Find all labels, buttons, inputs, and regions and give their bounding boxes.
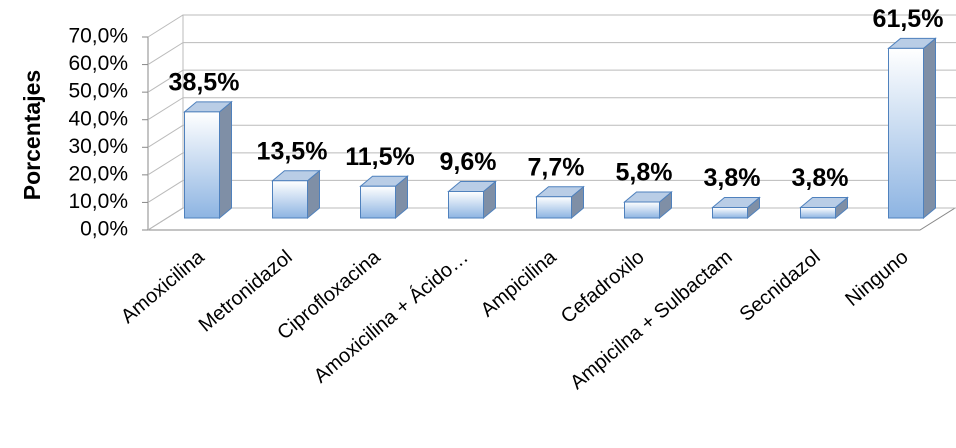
- y-tick-label: 30,0%: [68, 135, 128, 158]
- bar-face: [184, 111, 220, 219]
- bar-face: [624, 201, 660, 219]
- value-label: 7,7%: [528, 153, 585, 181]
- bar: [183, 100, 233, 220]
- grid-line: [147, 14, 956, 38]
- y-tick-label: 50,0%: [68, 80, 128, 103]
- bar: [535, 185, 585, 220]
- y-tick-label: 40,0%: [68, 107, 128, 130]
- x-tick-label: Secnidazol: [736, 246, 825, 326]
- bar-face: [360, 185, 396, 219]
- value-label: 38,5%: [169, 68, 240, 96]
- x-tick-label: Amoxicilina: [117, 245, 209, 327]
- grid-line: [147, 152, 956, 176]
- bar: [271, 169, 321, 220]
- y-tick-label: 60,0%: [68, 52, 128, 75]
- y-tick-label: 70,0%: [68, 25, 128, 48]
- value-label: 5,8%: [616, 159, 673, 187]
- bar: [887, 37, 937, 220]
- bar-face: [712, 207, 748, 219]
- bar-face: [800, 207, 836, 219]
- bar: [359, 175, 409, 220]
- y-tick-label: 20,0%: [68, 162, 128, 185]
- bar-face: [888, 47, 924, 219]
- bar: [711, 196, 761, 220]
- bar: [799, 196, 849, 220]
- x-tick-label: Amoxicilina + Ácido…: [309, 245, 472, 387]
- value-label: 9,6%: [440, 148, 497, 176]
- value-label: 11,5%: [345, 143, 415, 171]
- bar-face: [536, 196, 572, 219]
- bar-face: [923, 37, 936, 220]
- grid-line: [147, 179, 956, 203]
- grid-line: [147, 69, 956, 93]
- x-tick-label: Ninguno: [841, 246, 912, 311]
- value-label: 3,8%: [704, 164, 761, 192]
- grid-line: [147, 97, 956, 121]
- y-tick-label: 0,0%: [80, 218, 128, 241]
- x-tick-label: Ampicilna + Sulbactam: [566, 246, 736, 394]
- y-tick-label: 10,0%: [68, 190, 128, 213]
- bar: [447, 180, 497, 220]
- grid-line: [147, 42, 956, 65]
- bar: [623, 190, 673, 220]
- value-label: 3,8%: [792, 164, 849, 192]
- value-label: 13,5%: [257, 137, 328, 165]
- bar-face: [448, 191, 484, 219]
- x-tick-label: Cefadroxilo: [557, 246, 649, 328]
- bar-face: [272, 180, 308, 219]
- bar-face: [219, 100, 232, 220]
- y-axis-label: Porcentajes: [19, 70, 45, 200]
- grid-line: [147, 207, 956, 231]
- x-tick-label: Ampicilina: [477, 245, 562, 321]
- grid-line: [147, 124, 956, 148]
- value-label: 61,5%: [873, 5, 944, 33]
